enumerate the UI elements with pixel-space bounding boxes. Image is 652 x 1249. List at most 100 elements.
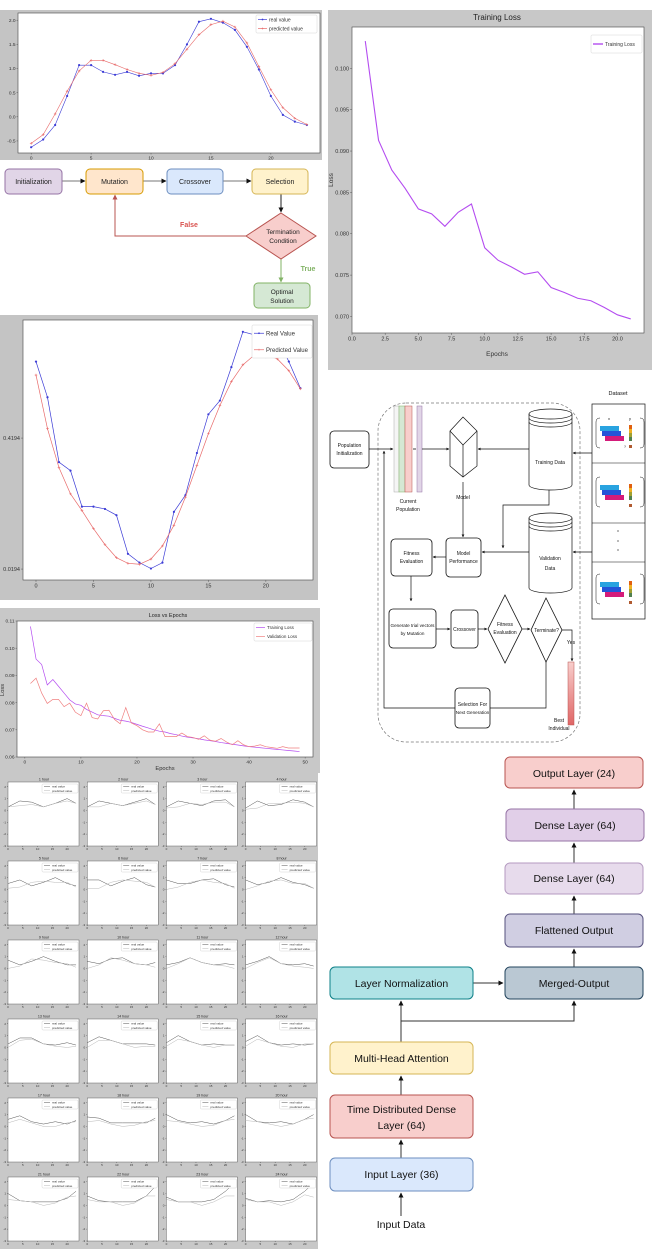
x-tick-label: 0 [166, 1005, 168, 1009]
false-label: False [180, 222, 198, 229]
data-point [269, 94, 272, 98]
population-init-box [329, 430, 370, 469]
y-axis-label: Loss [0, 684, 6, 696]
chart-title: 14 hour [117, 1015, 130, 1019]
flattened-output-box [504, 913, 644, 948]
y-tick-label: 0.0194 [3, 567, 20, 573]
input-layer-box [329, 1157, 474, 1192]
legend-label: predicted value [210, 868, 231, 872]
legend-label: predicted value [210, 1105, 231, 1109]
y-tick-label: -3 [83, 1002, 86, 1006]
selection-box [251, 168, 309, 195]
series-predicted-value [29, 19, 309, 145]
y-tick-label: 2 [84, 785, 86, 789]
dense-layer-1-box [504, 862, 644, 895]
x-tick-label: 10 [194, 847, 198, 851]
x-tick-label: 0 [166, 1084, 168, 1088]
y-tick-label: 0.075 [335, 273, 349, 279]
x-tick-label: 0 [34, 584, 37, 590]
y-tick-label: 0 [163, 1203, 165, 1207]
legend-label: real value [131, 1021, 144, 1025]
chart-title: 23 hour [196, 1173, 209, 1177]
series-predicted-value [7, 880, 77, 889]
dataset-label: Dataset [609, 391, 628, 397]
population-vector-2 [398, 405, 406, 493]
data-point [113, 63, 117, 66]
chart-title: 22 hour [117, 1173, 130, 1177]
x-tick-label: 10 [78, 759, 84, 765]
chart-title: 2 hour [118, 778, 129, 782]
legend-box [200, 1099, 237, 1110]
arrow [501, 490, 550, 549]
y-tick-label: -1 [241, 978, 244, 982]
legend-label: real value [269, 17, 291, 23]
x-tick-label: 15 [51, 1005, 55, 1009]
data-point [101, 70, 105, 73]
chart-title: 5 hour [39, 857, 50, 861]
legend-label: predicted value [52, 1184, 73, 1188]
y-tick-label: -3 [162, 844, 165, 848]
data-point [29, 142, 33, 145]
generate-line1: Generate trial vectors [391, 623, 436, 628]
series-predicted-value [87, 1195, 156, 1206]
legend-box [279, 1178, 316, 1189]
legend-label: Real Value [266, 331, 296, 337]
data-point [230, 380, 233, 383]
y-tick-label: -1 [83, 899, 86, 903]
y-tick-label: 0 [84, 966, 86, 970]
series-predicted-value [245, 1194, 314, 1206]
termination-label-line1: Termination [266, 229, 300, 236]
series-real-value [30, 17, 308, 149]
x-tick-label: 5 [90, 155, 93, 161]
x-tick-label: 10 [36, 1163, 40, 1167]
y-tick-label: 0.09 [5, 673, 15, 679]
series-line-predicted-value [31, 20, 307, 144]
y-tick-label: 2 [163, 1022, 165, 1026]
x-tick-label: 15 [51, 1084, 55, 1088]
series-line-training-loss [364, 40, 631, 320]
selection-next-generation-box [454, 687, 491, 729]
selection-label: Selection [266, 179, 295, 186]
validation-data-line2: Data [545, 566, 556, 572]
fitness-diamond-line1: Fitness [497, 622, 514, 628]
x-tick-label: 20 [145, 926, 149, 930]
x-tick-label: 5 [260, 1163, 262, 1167]
data-point [195, 451, 199, 455]
chart-title: 16 hour [275, 1015, 288, 1019]
chart-title: 18 hour [117, 1094, 130, 1098]
x-tick-label: 5 [92, 584, 95, 590]
y-tick-label: -3 [241, 1160, 244, 1164]
y-tick-label: 0.08 [5, 700, 15, 706]
x-tick-label: 20 [145, 1163, 149, 1167]
legend-box [279, 941, 316, 952]
y-tick-label: 0 [84, 808, 86, 812]
series-line-predicted-value [166, 1038, 235, 1048]
legend-box [41, 1020, 79, 1031]
x-tick-label: 15 [288, 1005, 292, 1009]
output-layer-box [504, 756, 644, 789]
layer-normalization-box [329, 966, 474, 1000]
legend-box [120, 1178, 158, 1189]
legend-label: real value [290, 784, 303, 788]
series-predicted-value [245, 879, 314, 890]
x-tick-label: 15 [51, 847, 55, 851]
legend-label: real value [210, 863, 223, 867]
y-tick-label: -2 [83, 990, 86, 994]
y-tick-label: -2 [83, 832, 86, 836]
legend-label: real value [290, 1021, 303, 1025]
y-tick-label: 0 [84, 1203, 86, 1207]
x-tick-label: 0 [86, 1005, 88, 1009]
y-tick-label: -1 [83, 1215, 86, 1219]
de-framework-diagram: Dataset Population Initialization Curren… [329, 391, 646, 743]
y-tick-label: 2 [4, 1180, 6, 1184]
chart-title: 3 hour [197, 778, 208, 782]
data-point [137, 74, 141, 77]
legend-label: real value [52, 942, 65, 946]
data-point [230, 366, 233, 369]
initialization-box [4, 168, 63, 195]
dataset-x-label: x [608, 416, 610, 421]
series-predicted-value [87, 1040, 156, 1048]
best-individual-line1: Best [554, 718, 565, 724]
